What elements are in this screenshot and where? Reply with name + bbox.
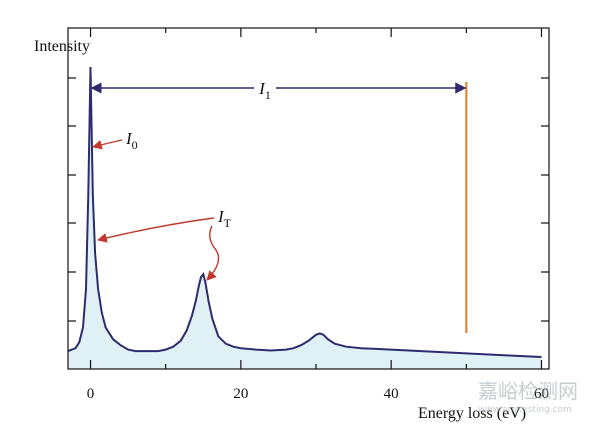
i1-label-background (254, 76, 276, 100)
it-label-main: I (217, 207, 225, 226)
i0-label: I0 (125, 129, 138, 152)
i0-label-main: I (125, 129, 133, 148)
it-label-sub: T (224, 216, 232, 230)
x-axis-label: Energy loss (eV) (418, 405, 526, 422)
x-tick-labels: 0 20 40 60 (87, 386, 549, 402)
x-tick-label-0: 0 (87, 386, 95, 402)
it-arrow-plasmon (206, 225, 220, 281)
i1-label-main: I (258, 79, 266, 98)
spectrum-curve (67, 66, 542, 358)
plot-frame (67, 27, 550, 370)
i0-label-sub: 0 (132, 138, 138, 152)
i0-arrow (92, 139, 123, 150)
x-tick-label-20: 20 (233, 386, 248, 402)
x-tick-label-60: 60 (534, 386, 549, 402)
i1-label-sub: 1 (265, 88, 271, 102)
i1-label: I1 (258, 79, 271, 102)
watermark-url: www.anytesting.com (478, 405, 572, 415)
axis-ticks (68, 28, 549, 369)
y-axis-label: Intensity (34, 38, 90, 55)
watermark-text: 嘉峪检测网 (478, 379, 578, 403)
spectrum-fill-area (68, 67, 542, 369)
it-label: IT (217, 207, 232, 230)
x-tick-label-40: 40 (384, 386, 399, 402)
it-arrow-zero-loss (97, 217, 215, 243)
